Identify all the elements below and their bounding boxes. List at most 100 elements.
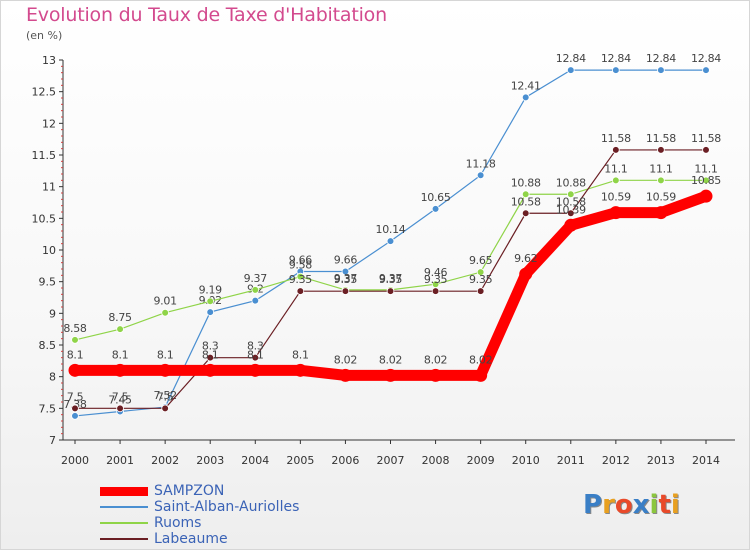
data-point: [521, 190, 530, 199]
data-point: [612, 146, 620, 154]
legend-item: SAMPZON: [100, 482, 299, 500]
x-tick-label: 2006: [331, 454, 359, 467]
legend-label: Ruoms: [154, 515, 202, 531]
data-point: [206, 297, 215, 306]
legend-swatch: [100, 486, 148, 496]
data-label: 12.41: [511, 79, 541, 92]
legend-label: Labeaume: [154, 531, 228, 547]
data-point: [71, 412, 79, 420]
data-label: 8.3: [202, 340, 219, 353]
data-label: 11.58: [646, 132, 676, 145]
data-label: 10.58: [511, 195, 541, 208]
data-point: [566, 209, 575, 218]
data-point: [521, 209, 530, 218]
x-tick-label: 2004: [241, 454, 269, 467]
data-point: [296, 287, 305, 295]
data-point: [384, 368, 397, 382]
data-point: [71, 404, 79, 413]
data-point: [702, 66, 710, 74]
data-label: 10.58: [556, 195, 586, 208]
logo-letter: P: [583, 490, 603, 520]
y-tick-label: 9.5: [39, 276, 57, 289]
y-tick-label: 9: [49, 307, 56, 320]
data-point: [116, 325, 124, 333]
data-point: [116, 404, 124, 413]
data-point: [113, 363, 127, 377]
data-point: [566, 190, 575, 199]
data-point: [612, 176, 620, 185]
data-label: 9.46: [424, 266, 448, 279]
x-tick-label: 2000: [61, 454, 89, 467]
data-label: 9.66: [289, 254, 313, 267]
data-point: [431, 205, 440, 213]
logo-letter: r: [602, 490, 615, 520]
legend-item: Labeaume: [100, 530, 299, 548]
data-point: [564, 218, 578, 232]
data-point: [251, 286, 260, 294]
data-label: 9.35: [469, 273, 493, 286]
x-tick-label: 2009: [467, 454, 495, 467]
x-tick-label: 2005: [286, 454, 314, 467]
x-tick-label: 2007: [377, 454, 405, 467]
legend-item: Saint-Alban-Auriolles: [100, 498, 299, 516]
data-label: 9.37: [334, 272, 358, 285]
data-point: [251, 353, 260, 362]
y-tick-label: 10: [42, 244, 56, 257]
chart-subtitle: (en %): [26, 29, 63, 42]
logo-letter: t: [658, 490, 671, 520]
legend-label: Saint-Alban-Auriolles: [154, 499, 300, 515]
data-point: [476, 287, 485, 295]
data-label: 8.02: [424, 353, 447, 366]
y-tick-label: 11.5: [32, 149, 57, 162]
data-point: [338, 368, 352, 382]
y-tick-label: 7: [49, 434, 56, 447]
data-label: 7.52: [153, 389, 176, 402]
data-label: 11.1: [604, 162, 627, 175]
data-label: 7.45: [108, 394, 132, 407]
data-label: 11.1: [649, 162, 672, 175]
data-label: 10.59: [646, 191, 676, 204]
data-point: [476, 171, 485, 180]
logo-letter: x: [632, 490, 650, 520]
data-point: [203, 363, 217, 377]
y-tick-label: 7.5: [39, 402, 57, 415]
data-label: 12.84: [556, 52, 586, 65]
data-label: 9.35: [334, 273, 358, 286]
data-point: [68, 363, 82, 377]
data-label: 7.38: [63, 398, 87, 411]
data-label: 8.75: [108, 311, 132, 324]
chart-legend: SAMPZON Saint-Alban-Auriolles Ruoms Labeaum…: [100, 482, 299, 548]
x-tick-label: 2014: [692, 454, 720, 467]
data-point: [296, 272, 305, 281]
data-label: 8.3: [247, 340, 264, 353]
x-tick-label: 2013: [647, 454, 675, 467]
x-tick-label: 2001: [106, 454, 134, 467]
data-label: 12.84: [691, 52, 721, 65]
chart-title: Evolution du Taux de Taxe d'Habitation: [26, 4, 387, 26]
legend-swatch: [100, 522, 148, 524]
data-label: 8.02: [379, 353, 402, 366]
data-label: 8.1: [112, 348, 129, 361]
data-label: 9.01: [153, 295, 176, 308]
data-label: 9.35: [289, 273, 313, 286]
data-point: [386, 237, 395, 245]
data-label: 8.02: [334, 353, 357, 366]
data-label: 9.35: [424, 273, 448, 286]
data-label: 11.58: [691, 132, 721, 145]
data-label: 7.5: [67, 390, 84, 403]
data-label: 12.84: [601, 52, 631, 65]
y-tick-label: 13: [42, 54, 56, 67]
data-label: 9.65: [469, 254, 493, 267]
legend-swatch: [100, 538, 148, 540]
y-tick-label: 8.5: [39, 339, 57, 352]
data-point: [206, 353, 215, 362]
data-point: [699, 189, 713, 203]
y-tick-label: 11: [42, 181, 56, 194]
data-label: 10.65: [421, 191, 451, 204]
proxiti-logo: Proxiti: [583, 490, 680, 520]
data-point: [341, 287, 350, 295]
data-label: 8.02: [469, 353, 492, 366]
data-label: 9.62: [514, 252, 537, 265]
data-label: 10.88: [556, 176, 586, 189]
